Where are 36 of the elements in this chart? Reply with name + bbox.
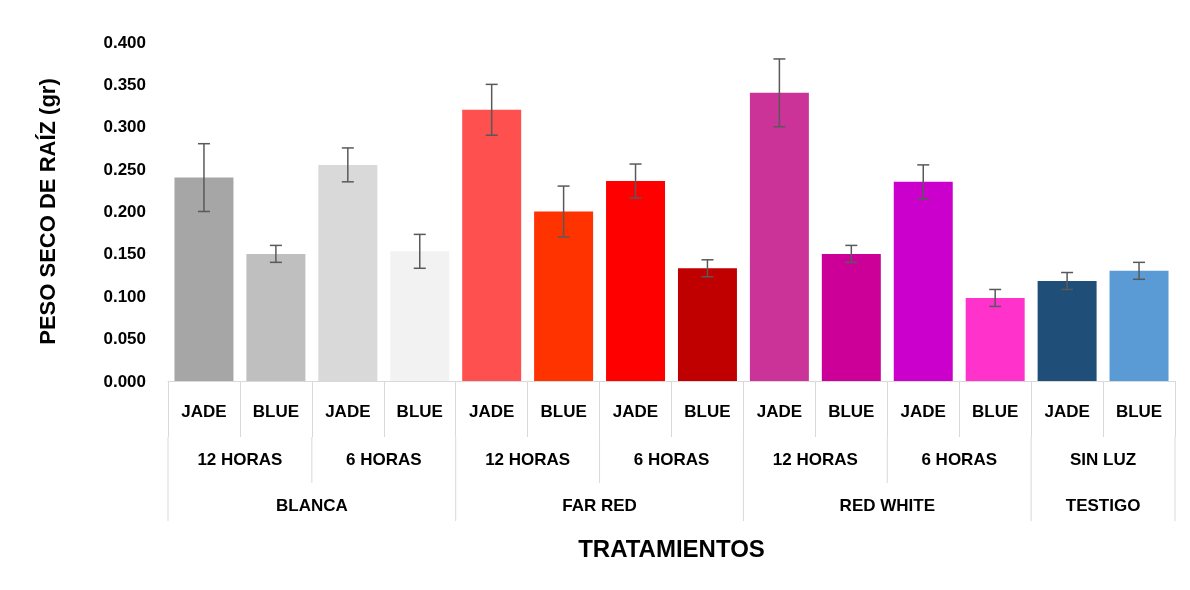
x-tick-label: BLUE — [252, 402, 300, 421]
text: SIN LUZ — [1070, 449, 1137, 469]
text: 12 HORAS — [485, 449, 571, 469]
x-tick-label: BLUE — [396, 402, 443, 421]
y-tick-label: 0.150 — [103, 244, 146, 264]
y-tick-label: 0.250 — [103, 159, 146, 179]
text: TESTIGO — [1065, 495, 1141, 515]
x-tick-label: JADE — [1044, 402, 1090, 421]
y-tick-label: 0.350 — [103, 74, 146, 94]
x-tick-label: JADE — [612, 402, 659, 421]
text: FAR RED — [562, 495, 637, 515]
text: 6 HORAS — [921, 449, 997, 469]
y-axis-title: PESO SECO DE RAÍZ (gr) — [34, 78, 60, 345]
x-tick-label: JADE — [756, 402, 803, 421]
x-tick-label: BLUE — [684, 402, 731, 421]
x-tick-label: BLUE — [540, 402, 587, 421]
text: BLANCA — [275, 495, 348, 515]
y-tick-label: 0.050 — [103, 329, 146, 349]
y-tick-label: 0.000 — [103, 371, 146, 391]
text: 12 HORAS — [197, 449, 283, 469]
x-axis-title: TRATAMIENTOS — [578, 534, 765, 562]
text: 6 HORAS — [633, 449, 710, 469]
x-tick-label: BLUE — [972, 402, 1019, 421]
x-tick-label: JADE — [469, 402, 515, 421]
x-tick-label: JADE — [900, 402, 946, 421]
text: 6 HORAS — [346, 449, 422, 469]
y-tick-label: 0.300 — [103, 117, 146, 137]
x-tick-label: JADE — [325, 402, 371, 421]
x-tick-label: BLUE — [828, 402, 875, 421]
x-tick-label: BLUE — [1115, 402, 1163, 421]
y-tick-label: 0.100 — [103, 286, 146, 306]
x-tick-label: JADE — [181, 402, 227, 421]
text: 12 HORAS — [772, 449, 858, 469]
y-tick-label: 0.200 — [103, 202, 146, 221]
text: RED WHITE — [839, 495, 935, 515]
y-tick-label: 0.400 — [103, 32, 146, 52]
